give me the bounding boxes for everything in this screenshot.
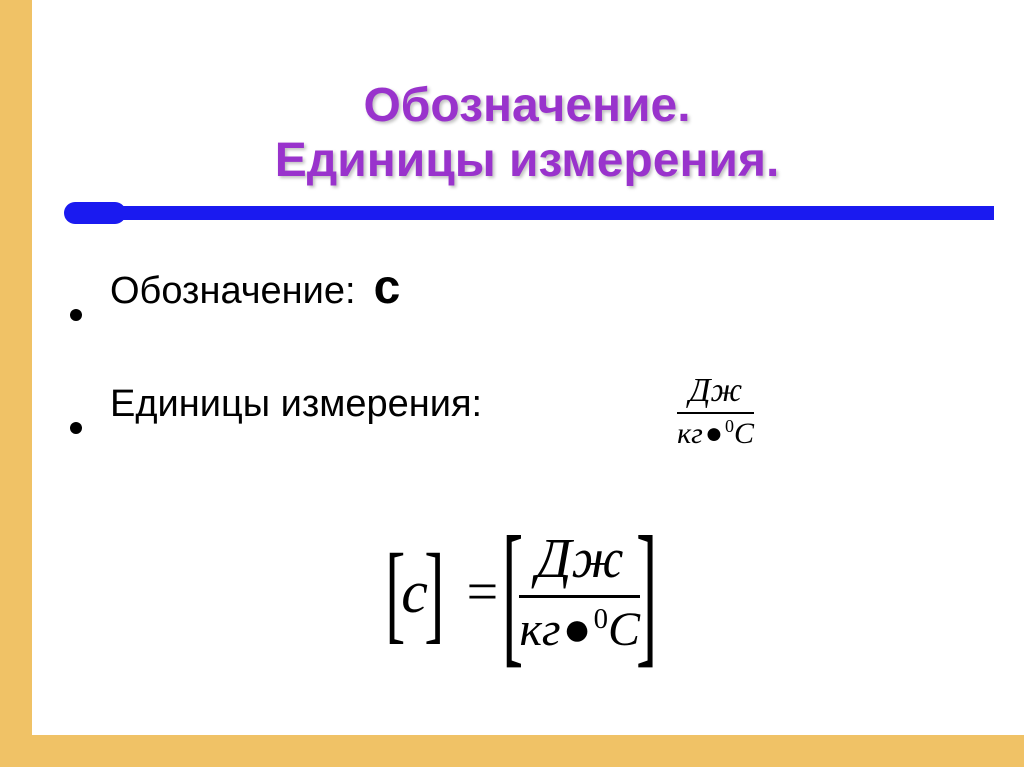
title-underline — [64, 204, 994, 222]
slide-title: Обозначение. Единицы измерения. — [60, 78, 994, 188]
frac-big-denominator: кг●0С — [519, 602, 640, 657]
equals-sign: = — [467, 560, 499, 624]
bullet-1-symbol: с — [374, 260, 401, 315]
den-sup: 0 — [725, 416, 734, 436]
title-line-1: Обозначение. — [60, 78, 994, 133]
bullet-1-text: Обозначение: — [110, 270, 356, 313]
den-dot-big: ● — [561, 603, 594, 656]
content-area: Обозначение: с Единицы измерения: — [70, 260, 994, 494]
border-bottom — [0, 735, 1024, 767]
rule-bar — [94, 206, 994, 220]
frac-small-denominator: кг●0С — [677, 416, 754, 451]
slide: Обозначение. Единицы измерения. Обозначе… — [0, 0, 1024, 767]
frac-big-numerator: Дж — [536, 527, 624, 591]
bullet-dot-icon — [70, 309, 82, 321]
bullet-2-text: Единицы измерения: — [110, 383, 482, 426]
den-kg: кг — [677, 417, 703, 450]
bullet-1: Обозначение: с — [70, 260, 994, 315]
den-kg-big: кг — [519, 603, 560, 656]
rhs-right-bracket: ] — [636, 520, 657, 664]
title-line-2: Единицы измерения. — [60, 133, 994, 188]
frac-small-numerator: Дж — [677, 372, 754, 410]
frac-small-line — [677, 412, 754, 414]
unit-fraction-big: Дж кг●0С — [519, 527, 640, 657]
rhs-left-bracket: [ — [502, 520, 523, 664]
lhs-right-bracket: ] — [424, 537, 444, 647]
unit-fraction-small: Дж кг●0С — [677, 372, 754, 451]
bullet-dot-icon — [70, 422, 82, 434]
equation: [ с ] = [ Дж кг●0С ] — [0, 520, 1024, 664]
frac-big-line — [519, 595, 640, 598]
lhs-left-bracket: [ — [385, 537, 405, 647]
den-dot: ● — [703, 417, 725, 450]
den-sup-big: 0 — [594, 603, 608, 635]
den-C: С — [734, 417, 754, 450]
bullet-2: Единицы измерения: — [70, 383, 994, 426]
